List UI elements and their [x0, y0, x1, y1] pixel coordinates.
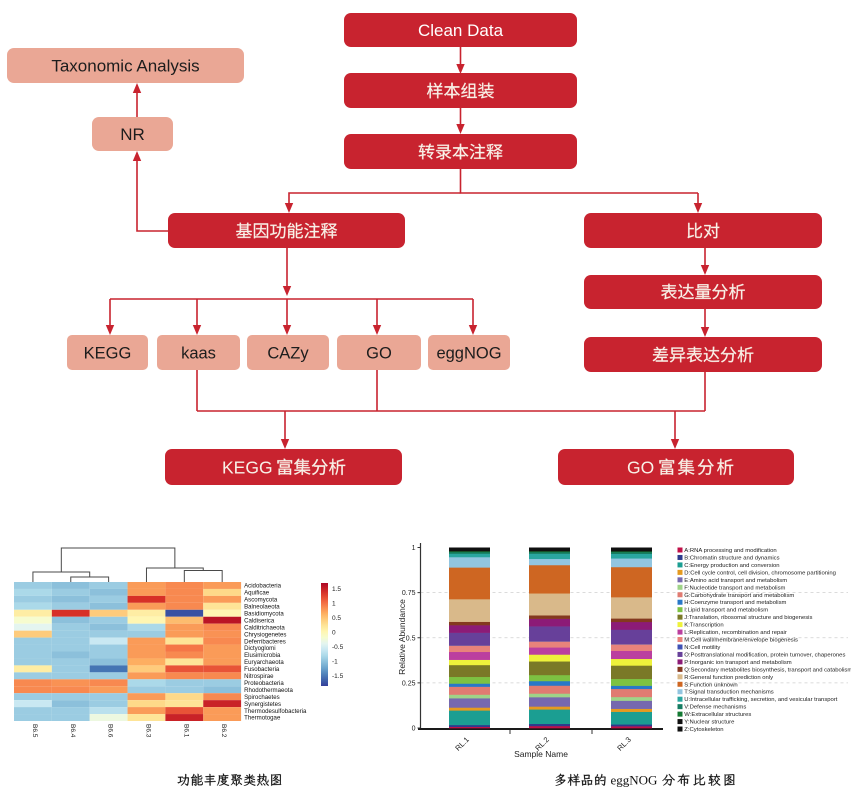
svg-text:Fusobacteria: Fusobacteria [244, 666, 280, 673]
svg-text:-1: -1 [332, 659, 338, 666]
svg-text:GO: GO [366, 345, 392, 363]
svg-text:1: 1 [412, 545, 416, 552]
svg-text:Basidiomycota: Basidiomycota [244, 610, 284, 617]
svg-text:B6.5: B6.5 [31, 724, 38, 738]
svg-text:M:Cell wall/membrane/envelope: M:Cell wall/membrane/envelope biogenesis [684, 638, 798, 644]
svg-text:H:Coenzyme transport and metab: H:Coenzyme transport and metabolism [684, 600, 786, 606]
svg-text:kaas: kaas [181, 345, 216, 363]
svg-text:V:Defense mechanisms: V:Defense mechanisms [684, 705, 746, 711]
svg-text:0.5: 0.5 [332, 615, 341, 622]
svg-text:Dictyoglomi: Dictyoglomi [244, 645, 276, 652]
svg-text:eggNOG: eggNOG [611, 773, 658, 788]
svg-text:KEGG: KEGG [84, 345, 132, 363]
svg-text:B6.2: B6.2 [220, 724, 227, 738]
svg-text:Nitrospirae: Nitrospirae [244, 673, 274, 680]
svg-text:W:Extracellular structures: W:Extracellular structures [684, 712, 751, 718]
svg-text:RL.3: RL.3 [615, 735, 633, 753]
svg-text:Clean Data: Clean Data [418, 21, 504, 40]
svg-text:1: 1 [332, 601, 336, 608]
svg-text:E:Amino acid transport and met: E:Amino acid transport and metabolism [684, 578, 787, 584]
svg-text:Ascomycota: Ascomycota [244, 597, 278, 604]
svg-text:Taxonomic Analysis: Taxonomic Analysis [51, 57, 199, 76]
svg-text:Deferribacteres: Deferribacteres [244, 638, 286, 645]
svg-text:C:Energy production and conver: C:Energy production and conversion [684, 563, 779, 569]
svg-text:P:Inorganic ion transport and: P:Inorganic ion transport and metabolism [684, 660, 791, 666]
svg-text:Balneolaeota: Balneolaeota [244, 604, 280, 611]
svg-text:B6.1: B6.1 [182, 724, 189, 738]
svg-text:Z:Cytoskeleton: Z:Cytoskeleton [684, 727, 723, 733]
svg-text:Spirochaetes: Spirochaetes [244, 694, 280, 701]
svg-text:B:Chromatin structure and dyna: B:Chromatin structure and dynamics [684, 555, 779, 561]
svg-text:Thermodesulfobacteria: Thermodesulfobacteria [244, 708, 307, 715]
svg-text:Caldiserica: Caldiserica [244, 617, 275, 624]
svg-text:Y:Nuclear structure: Y:Nuclear structure [684, 720, 735, 726]
svg-text:J:Translation, ribosomal struc: J:Translation, ribosomal structure and b… [684, 615, 812, 621]
svg-text:B6.3: B6.3 [145, 724, 152, 738]
svg-text:Thermotogae: Thermotogae [244, 715, 281, 722]
svg-text:GO: GO [627, 458, 654, 478]
svg-text:D:Cell cycle control, cell div: D:Cell cycle control, cell division, chr… [684, 570, 836, 576]
svg-text:Chrysiogenetes: Chrysiogenetes [244, 631, 286, 638]
svg-text:I:Lipid transport and metaboli: I:Lipid transport and metabolism [684, 608, 768, 614]
svg-text:Sample Name: Sample Name [514, 749, 568, 759]
svg-text:Proteobacteria: Proteobacteria [244, 680, 284, 687]
svg-text:S:Function unknown: S:Function unknown [684, 682, 737, 688]
svg-text:Euryarchaeota: Euryarchaeota [244, 659, 284, 666]
svg-text:Rhodothermaeota: Rhodothermaeota [244, 687, 293, 694]
svg-text:B6.6: B6.6 [107, 724, 114, 738]
svg-text:RL.1: RL.1 [453, 735, 471, 753]
svg-text:O:Posttranslational modificati: O:Posttranslational modification, protei… [684, 652, 845, 658]
svg-text:KEGG: KEGG [222, 458, 273, 478]
svg-text:CAZy: CAZy [267, 345, 309, 363]
svg-text:-0.5: -0.5 [332, 644, 344, 651]
svg-text:L:Replication, recombination a: L:Replication, recombination and repair [684, 630, 787, 636]
svg-text:F:Nucleotide transport and met: F:Nucleotide transport and metabolism [684, 585, 785, 591]
svg-text:eggNOG: eggNOG [436, 345, 501, 363]
svg-text:0: 0 [332, 630, 336, 637]
svg-text:0.5: 0.5 [406, 635, 416, 642]
svg-text:Synergistetes: Synergistetes [244, 701, 281, 708]
svg-text:Acidobacteria: Acidobacteria [244, 583, 282, 590]
svg-text:0: 0 [412, 726, 416, 733]
svg-text:T:Signal transduction mechanis: T:Signal transduction mechanisms [684, 690, 773, 696]
svg-text:Q:Secondary metabolites biosyn: Q:Secondary metabolites biosynthesis, tr… [684, 667, 851, 673]
svg-text:-1.5: -1.5 [332, 673, 344, 680]
svg-text:A:RNA processing and modificat: A:RNA processing and modification [684, 548, 776, 554]
svg-text:Aquificae: Aquificae [244, 590, 270, 597]
svg-text:Elusimicrobia: Elusimicrobia [244, 652, 281, 659]
svg-text:N:Cell motility: N:Cell motility [684, 645, 720, 651]
svg-text:NR: NR [120, 125, 145, 144]
svg-text:R:General function prediction: R:General function prediction only [684, 675, 773, 681]
svg-text:0.75: 0.75 [402, 590, 416, 597]
svg-text:Calditrichaeota: Calditrichaeota [244, 624, 285, 631]
svg-text:Relative Abundance: Relative Abundance [397, 599, 407, 675]
svg-text:B6.4: B6.4 [69, 724, 76, 738]
svg-text:0.25: 0.25 [402, 680, 416, 687]
svg-text:K:Transcription: K:Transcription [684, 623, 723, 629]
svg-text:G:Carbohydrate transport and m: G:Carbohydrate transport and metabolism [684, 593, 794, 599]
svg-text:U:Intracellular trafficking, s: U:Intracellular trafficking, secretion, … [684, 697, 837, 703]
svg-text:1.5: 1.5 [332, 586, 341, 593]
